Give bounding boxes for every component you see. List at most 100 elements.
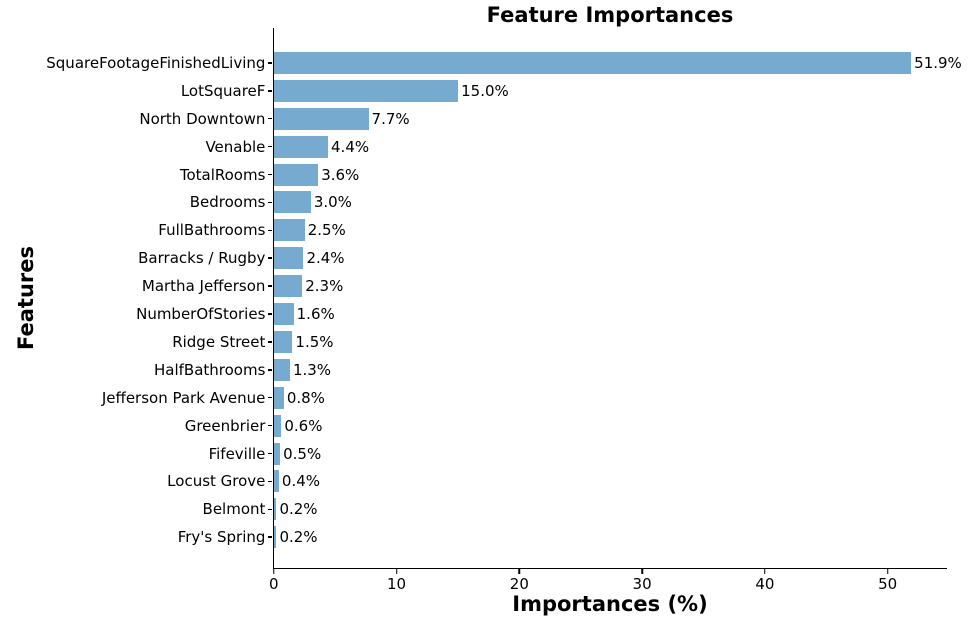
y-axis-tick [268,90,273,92]
bar [274,442,281,465]
category-label: Bedrooms [189,193,266,212]
value-label: 1.5% [295,332,334,351]
x-tick-label: 20 [509,575,529,593]
bar-row: Greenbrier 0.6% [185,412,947,440]
category-label: North Downtown [139,109,266,128]
y-axis-tick [268,229,273,232]
y-axis-tick [268,424,273,427]
bar-row: NumberOfStories 1.6% [136,300,947,328]
value-label: 0.6% [284,416,323,435]
value-label: 0.2% [279,528,318,547]
category-label: Fifeville [208,444,266,463]
category-label: Fry's Spring [177,528,266,547]
value-label: 0.8% [286,388,325,407]
bar-row: SquareFootageFinishedLiving 51.9% [46,49,962,77]
y-axis-tick [268,173,273,176]
value-label: 15.0% [461,81,509,100]
y-axis-tick [268,369,273,371]
bar [274,79,459,102]
value-label: 0.5% [283,444,322,463]
category-label: Ridge Street [172,332,266,351]
bar-row: TotalRooms 3.6% [180,161,947,189]
x-tick-label: 40 [755,575,775,593]
bar-row: Jefferson Park Avenue 0.8% [102,384,947,412]
bar-row: Fifeville 0.5% [209,440,947,468]
value-label: 2.4% [306,249,345,268]
bar [274,107,369,130]
category-label: FullBathrooms [158,221,266,240]
category-label: Greenbrier [184,416,266,435]
bar-row: FullBathrooms 2.5% [158,216,947,244]
bar [274,498,277,521]
category-label: SquareFootageFinishedLiving [46,53,266,72]
value-label: 2.5% [307,221,346,240]
bar [274,163,319,186]
value-label: 4.4% [331,137,370,156]
y-axis-tick [268,285,273,287]
category-label: Martha Jefferson [141,277,266,296]
category-label: LotSquareF [180,81,266,100]
plot-area: SquareFootageFinishedLiving 51.9% LotSquar… [46,28,962,569]
bar [274,330,293,353]
y-axis-tick [268,452,273,455]
value-label: 1.3% [292,360,332,379]
category-label: Locust Grove [167,472,266,491]
bar [274,219,305,242]
bar [274,51,912,74]
x-axis-label: Importances (%) [512,592,708,616]
bar [274,358,290,381]
x-axis-tick [641,569,643,574]
y-axis-tick [268,508,273,511]
bar-row: Martha Jefferson 2.3% [142,272,947,300]
category-label: HalfBathrooms [153,360,266,379]
bar [274,526,277,549]
value-label: 7.7% [371,109,410,128]
category-label: Belmont [202,500,266,519]
bar-row: Belmont 0.2% [203,495,947,523]
bar-row: Bedrooms 3.0% [190,189,947,217]
value-label: 1.6% [296,305,335,324]
y-axis-label: Features [14,246,38,350]
bar-row: Ridge Street 1.5% [172,328,947,356]
bar-row: Venable 4.4% [205,133,947,161]
x-tick-label: 0 [269,575,279,593]
category-label: NumberOfStories [136,305,266,324]
y-axis-tick [268,536,273,538]
bar-row: Fry's Spring 0.2% [178,523,947,551]
y-axis-tick [268,201,273,204]
category-label: TotalRooms [179,165,266,184]
y-axis-tick [268,62,273,64]
bar-row: Barracks / Rugby 2.4% [138,244,947,272]
bar [274,191,311,214]
y-axis-tick [268,480,273,483]
category-label: Jefferson Park Avenue [101,388,266,407]
bar [274,470,279,493]
value-label: 3.0% [313,193,352,212]
chart-title: Feature Importances [486,3,734,27]
y-axis-tick [268,145,273,148]
bar [274,275,303,298]
bar [274,135,329,158]
y-axis-tick [268,341,273,343]
bar-row: Locust Grove 0.4% [167,468,947,496]
y-axis-tick [268,396,273,399]
category-label: Venable [205,137,266,156]
x-axis-tick [764,569,766,574]
x-tick-label: 30 [632,575,652,593]
x-axis-tick [273,569,275,574]
value-label: 51.9% [914,53,962,72]
x-axis-tick [518,569,521,574]
x-axis-tick [395,569,398,574]
value-label: 3.6% [321,165,360,184]
y-axis-tick [268,117,273,120]
value-label: 0.2% [279,500,318,519]
x-tick-label: 50 [878,575,898,593]
bar [274,386,284,409]
bar [274,414,282,437]
x-axis-tick [886,569,889,574]
y-axis-tick [268,257,273,259]
x-tick-label: 10 [387,575,407,593]
bar-row: North Downtown 7.7% [139,105,947,133]
bar-row: LotSquareF 15.0% [181,77,947,105]
